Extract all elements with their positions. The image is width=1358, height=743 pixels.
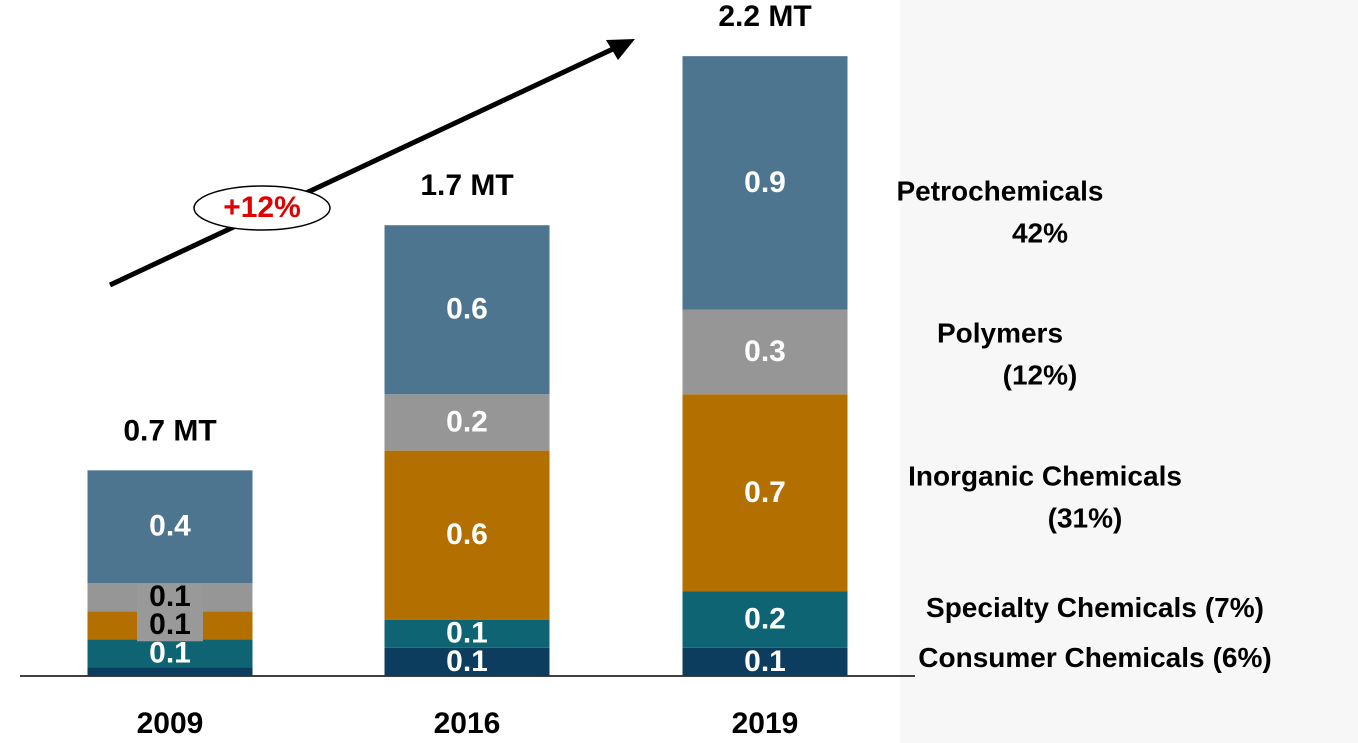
bar-segment [87, 639, 253, 668]
legend-name: Specialty Chemicals [926, 592, 1197, 623]
data-label: 0.3 [744, 335, 786, 368]
data-label: 0.1 [149, 580, 191, 613]
x-tick-label: 2019 [732, 707, 799, 740]
total-label: 2.2 MT [718, 0, 811, 33]
bar-segment [87, 667, 253, 676]
growth-arrow [108, 45, 617, 288]
data-label: 0.2 [744, 603, 786, 636]
data-label: 0.6 [446, 293, 488, 326]
total-label: 1.7 MT [420, 169, 513, 202]
data-label: 0.1 [446, 617, 488, 650]
data-label: 0.1 [446, 645, 488, 678]
data-label: 0.4 [149, 510, 191, 543]
growth-label: +12% [223, 191, 301, 224]
bar-segment [682, 591, 848, 648]
x-tick-label: 2009 [137, 707, 204, 740]
legend-share: (7%) [1205, 592, 1264, 623]
data-label: 0.1 [149, 608, 191, 641]
label-background [137, 583, 203, 614]
data-label: 0.2 [446, 405, 488, 438]
bar-segment [384, 647, 550, 676]
data-label: 0.7 [744, 476, 786, 509]
bar-segment [384, 394, 550, 451]
total-label: 0.7 MT [123, 414, 216, 447]
bar-segment [87, 470, 253, 584]
bar-segment [384, 619, 550, 648]
legend-entry: Consumer Chemicals (6%) [918, 642, 1271, 673]
arrow-head [606, 39, 635, 60]
bar-segment [682, 309, 848, 395]
background-panel [900, 0, 1358, 743]
bar-segment [682, 647, 848, 676]
data-label: 0.9 [744, 166, 786, 199]
legend-name: Polymers [937, 317, 1063, 348]
bar-segment [682, 56, 848, 310]
legend-name: Consumer Chemicals [918, 642, 1204, 673]
legend-name: Inorganic Chemicals [908, 460, 1182, 491]
label-background [137, 611, 203, 642]
legend-share: (31%) [1048, 502, 1123, 533]
data-label: 0.6 [446, 518, 488, 551]
legend-name: Petrochemicals [897, 175, 1104, 206]
bar-segment [682, 394, 848, 592]
data-label: 0.1 [744, 645, 786, 678]
legend-share: (12%) [1003, 359, 1078, 390]
data-label: 0.1 [149, 636, 191, 669]
bar-segment [384, 450, 550, 620]
bar-segment [384, 225, 550, 395]
legend-share: (6%) [1213, 642, 1272, 673]
x-tick-label: 2016 [434, 707, 501, 740]
legend-share: 42% [1012, 217, 1068, 248]
growth-ellipse [193, 185, 331, 231]
legend-entry: Specialty Chemicals (7%) [926, 592, 1264, 623]
